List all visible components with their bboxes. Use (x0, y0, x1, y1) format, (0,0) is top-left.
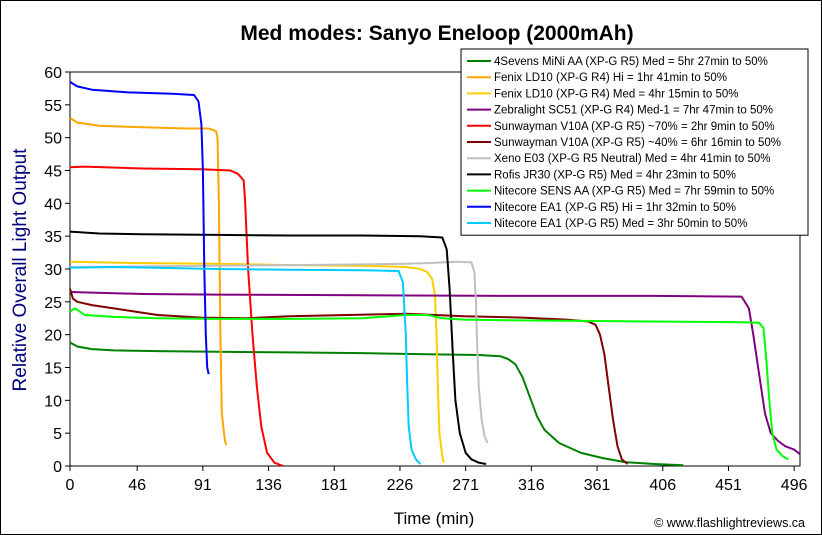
x-tick-label: 451 (715, 477, 742, 494)
y-tick-label: 35 (44, 229, 62, 246)
x-tick-label: 136 (255, 477, 282, 494)
y-tick-label: 55 (44, 98, 62, 115)
x-tick-label: 496 (781, 477, 808, 494)
y-tick-label: 40 (44, 196, 62, 213)
legend-entry: Zebralight SC51 (XP-G R4) Med-1 = 7hr 47… (494, 105, 773, 117)
y-tick-label: 45 (44, 164, 62, 181)
series-line-2 (69, 117, 228, 446)
series-line-1 (69, 341, 684, 467)
y-tick-label: 60 (44, 65, 62, 82)
x-tick-label: 46 (128, 477, 146, 494)
series-line-8 (69, 230, 487, 465)
x-tick-label: 0 (66, 477, 75, 494)
y-tick-label: 20 (44, 328, 62, 345)
series-line-5 (69, 165, 284, 467)
series-line-3 (69, 260, 445, 463)
legend-entry: Xeno E03 (XP-G R5 Neutral) Med = 4hr 41m… (494, 153, 770, 165)
x-tick-label: 226 (387, 477, 414, 494)
series-line-7 (69, 260, 489, 444)
x-axis-label: Time (min) (394, 509, 475, 528)
legend-entry: 4Sevens MiNi AA (XP-G R5) Med = 5hr 27mi… (494, 56, 768, 68)
series-line-11 (69, 266, 422, 465)
y-tick-label: 15 (44, 361, 62, 378)
legend-entry: Sunwayman V10A (XP-G R5) ~70% = 2hr 9min… (494, 121, 775, 133)
y-tick-label: 5 (53, 426, 62, 443)
legend-entry: Fenix LD10 (XP-G R4) Med = 4hr 15min to … (494, 88, 738, 100)
series-lines (69, 81, 801, 467)
x-tick-label: 181 (321, 477, 348, 494)
x-tick-label: 271 (452, 477, 479, 494)
series-line-10 (69, 81, 210, 375)
series-line-6 (69, 288, 629, 465)
y-tick-label: 30 (44, 262, 62, 279)
credit-text: © www.flashlightreviews.ca (654, 516, 805, 530)
series-line-9 (69, 307, 789, 461)
legend-entry: Nitecore SENS AA (XP-G R5) Med = 7hr 59m… (494, 186, 774, 198)
legend-entry: Sunwayman V10A (XP-G R5) ~40% = 6hr 16mi… (494, 137, 781, 149)
legend-box (460, 48, 809, 236)
chart-title: Med modes: Sanyo Eneloop (2000mAh) (240, 22, 633, 45)
x-tick-label: 406 (649, 477, 676, 494)
legend: 4Sevens MiNi AA (XP-G R5) Med = 5hr 27mi… (460, 48, 809, 236)
legend-entry: Fenix LD10 (XP-G R4) Hi = 1hr 41min to 5… (494, 72, 727, 84)
y-axis-label: Relative Overall Light Output (10, 148, 31, 392)
y-tick-label: 25 (44, 295, 62, 312)
y-tick-label: 0 (53, 459, 62, 476)
x-tick-label: 361 (584, 477, 611, 494)
legend-entry: Rofis JR30 (XP-G R5) Med = 4hr 23min to … (494, 169, 736, 181)
x-tick-label: 316 (518, 477, 545, 494)
legend-entry: Nitecore EA1 (XP-G R5) Hi = 1hr 32min to… (494, 202, 736, 214)
y-tick-label: 10 (44, 393, 62, 410)
y-axis-label-group: Relative Overall Light Output (10, 148, 31, 392)
axes: 0 5 10 15 20 25 30 35 40 45 50 55 60 0 46 91 136 181 226 27… (44, 65, 807, 494)
y-tick-label: 50 (44, 131, 62, 148)
x-tick-label: 91 (194, 477, 212, 494)
legend-entry: Nitecore EA1 (XP-G R5) Med = 3hr 50min t… (494, 218, 747, 230)
